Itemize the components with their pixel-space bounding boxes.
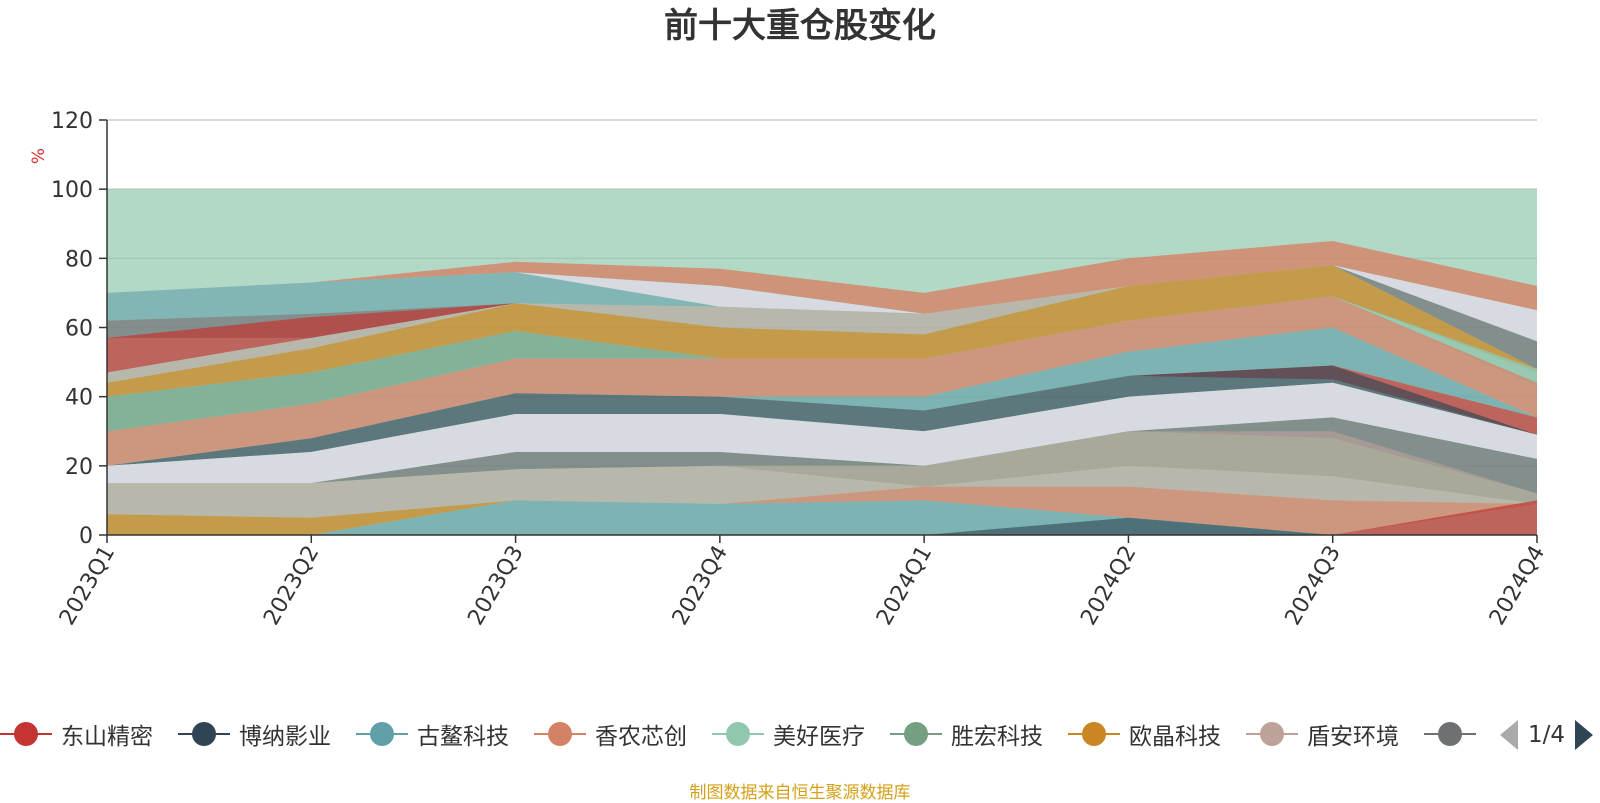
legend-marker-icon bbox=[712, 722, 764, 746]
legend-label: 胜宏科技 bbox=[951, 724, 1043, 750]
area-layer-5 bbox=[107, 265, 1537, 373]
y-tick-label: 20 bbox=[65, 455, 93, 480]
area-chart: 0 20 40 60 80 100 120 2023Q1 2023Q2 2023Q3 2023Q4 2… bbox=[29, 109, 1550, 630]
y-tick-label: 0 bbox=[79, 524, 93, 549]
legend-next-page-button[interactable] bbox=[1575, 720, 1594, 750]
legend-prev-page-button[interactable] bbox=[1500, 720, 1518, 750]
x-tick-label: 2024Q4 bbox=[1485, 542, 1550, 630]
area-layer-18 bbox=[107, 486, 1537, 535]
legend-item[interactable]: 欧晶科技 bbox=[1068, 715, 1221, 753]
legend-marker-icon bbox=[0, 722, 52, 746]
legend-marker-icon bbox=[1424, 722, 1476, 746]
legend-item[interactable]: 香农芯创 bbox=[534, 715, 687, 753]
legend-item[interactable]: 美好医疗 bbox=[712, 715, 865, 753]
legend-item[interactable]: 古鳌科技 bbox=[356, 715, 509, 753]
legend-label: 欧晶科技 bbox=[1129, 724, 1221, 750]
x-tick-label: 2023Q1 bbox=[55, 542, 120, 630]
x-tick-label: 2023Q2 bbox=[259, 542, 324, 630]
area-layer-6 bbox=[107, 265, 1537, 383]
legend-marker-icon bbox=[178, 722, 230, 746]
legend-page-indicator: 1/4 bbox=[1528, 722, 1566, 748]
legend-marker-icon bbox=[356, 722, 408, 746]
y-tick-label: 80 bbox=[65, 247, 93, 272]
legend-item[interactable]: 盾安环境 bbox=[1246, 715, 1399, 753]
legend: 东山精密 博纳影业 古鳌科技 香农芯创 美好医疗 胜宏科技 欧晶科技 盾安环境东 bbox=[0, 715, 1480, 755]
legend-marker-icon bbox=[1246, 722, 1298, 746]
data-source-footer: 制图数据来自恒生聚源数据库 bbox=[689, 783, 911, 803]
area-layer-14 bbox=[107, 382, 1537, 484]
x-tick-label: 2023Q4 bbox=[668, 542, 733, 630]
x-tick-label: 2024Q3 bbox=[1281, 542, 1346, 630]
chart-title: 前十大重仓股变化 bbox=[664, 6, 936, 46]
legend-label: 东山精密 bbox=[61, 724, 153, 750]
area-layer-10 bbox=[107, 296, 1537, 466]
x-tick-label: 2024Q1 bbox=[872, 542, 937, 630]
legend-marker-icon bbox=[534, 722, 586, 746]
area-layer-17 bbox=[107, 431, 1537, 518]
area-layer-19 bbox=[107, 486, 1537, 535]
legend-label: 美好医疗 bbox=[773, 724, 865, 750]
legend-label: 古鳌科技 bbox=[417, 724, 509, 750]
legend-item[interactable]: 胜宏科技 bbox=[890, 715, 1043, 753]
legend-item[interactable]: 东 bbox=[1424, 715, 1480, 753]
legend-label: 香农芯创 bbox=[595, 724, 687, 750]
y-tick-label: 120 bbox=[51, 109, 93, 134]
area-layer-2 bbox=[107, 265, 1537, 321]
legend-item[interactable]: 博纳影业 bbox=[178, 715, 331, 753]
area-layer-13 bbox=[107, 365, 1537, 466]
legend-label: 盾安环境 bbox=[1307, 724, 1399, 750]
legend-label: 博纳影业 bbox=[239, 724, 331, 750]
legend-pager: 1/4 bbox=[1500, 718, 1594, 752]
area-layer-3 bbox=[107, 265, 1537, 342]
area-layer-7 bbox=[107, 265, 1537, 397]
y-tick-label: 40 bbox=[65, 386, 93, 411]
x-tick-label: 2024Q2 bbox=[1076, 542, 1141, 630]
area-layer-9 bbox=[107, 296, 1537, 432]
legend-marker-icon bbox=[1068, 722, 1120, 746]
area-layer-21 bbox=[107, 517, 1537, 535]
legend-marker-icon bbox=[890, 722, 942, 746]
y-tick-label: 100 bbox=[51, 178, 93, 203]
area-layer-1 bbox=[107, 241, 1537, 314]
legend-item[interactable]: 东山精密 bbox=[0, 715, 153, 753]
area-layer-11 bbox=[107, 327, 1537, 466]
y-tick-label: 60 bbox=[65, 317, 93, 342]
x-tick-label: 2023Q3 bbox=[463, 542, 528, 630]
area-layers bbox=[107, 189, 1537, 535]
area-layer-22 bbox=[107, 500, 1537, 535]
y-axis-unit: % bbox=[29, 148, 49, 164]
